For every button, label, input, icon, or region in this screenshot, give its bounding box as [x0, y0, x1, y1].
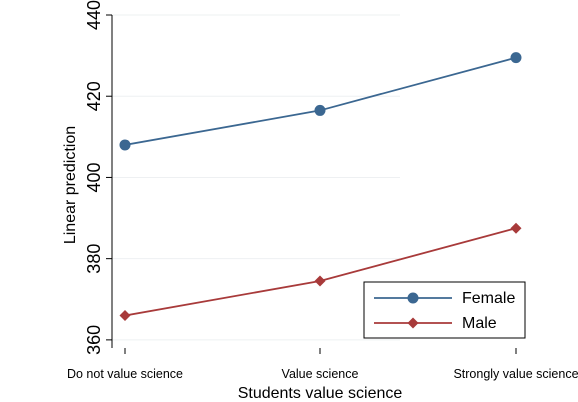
x-axis-title: Students value science: [238, 385, 403, 402]
y-tick-label: 360: [84, 325, 104, 355]
series-lines: [119, 52, 522, 322]
legend-marker: [407, 292, 419, 304]
series-male: [119, 222, 522, 322]
legend-item: Male: [374, 315, 497, 332]
y-tick-label: 440: [84, 0, 104, 30]
y-tick-label: 380: [84, 244, 104, 274]
data-point: [119, 139, 131, 151]
series-line: [124, 56, 517, 146]
legend-label: Female: [462, 290, 515, 307]
axes: 360 380 400 420 440 Do not value science Value…: [62, 0, 578, 402]
legend: Female Male: [363, 281, 526, 339]
x-tick-label: Strongly value science: [453, 367, 578, 381]
gridlines: [112, 14, 400, 341]
y-tick-label: 400: [84, 162, 104, 192]
y-tick-label: 420: [84, 81, 104, 111]
y-axis-title: Linear prediction: [62, 126, 79, 244]
legend-box: [363, 281, 526, 339]
legend-item: Female: [374, 290, 515, 307]
x-tick-label: Value science: [282, 367, 359, 381]
legend-label: Male: [462, 315, 497, 332]
data-point: [314, 104, 326, 116]
series-female: [119, 52, 522, 151]
data-point: [119, 310, 131, 322]
x-tick-label: Do not value science: [67, 367, 183, 381]
data-point: [510, 52, 522, 64]
data-point: [314, 275, 326, 287]
data-point: [510, 222, 522, 234]
legend-marker: [407, 317, 419, 329]
